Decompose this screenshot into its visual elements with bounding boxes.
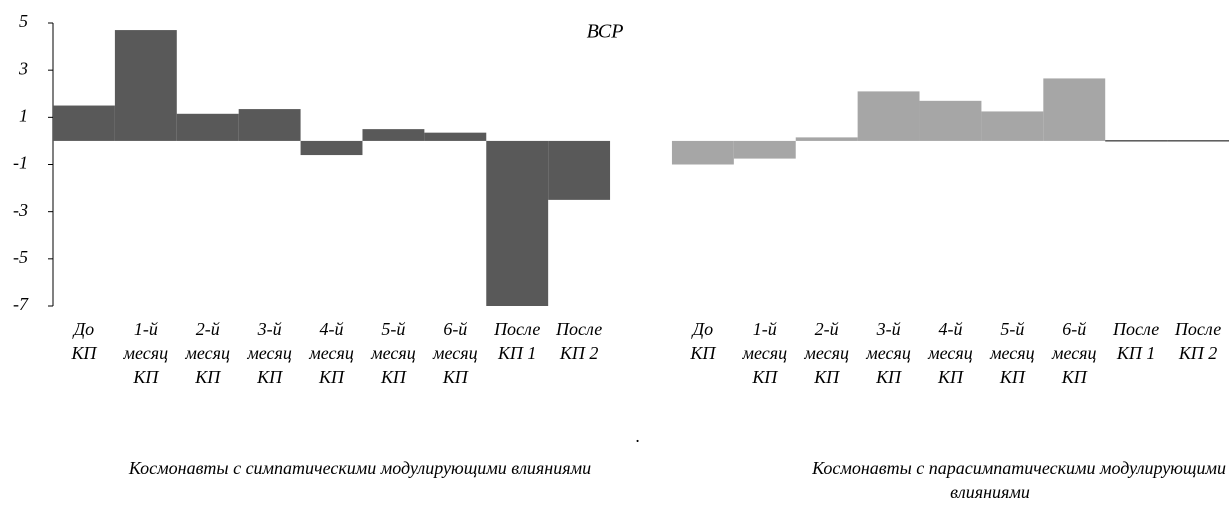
bar bbox=[733, 140, 796, 159]
x-tick-label: 4-й месяц КП bbox=[308, 319, 354, 387]
y-tick-label: -7 bbox=[13, 294, 29, 314]
x-tick-label: 6-й месяц КП bbox=[432, 319, 478, 387]
bar bbox=[486, 140, 549, 306]
bar bbox=[857, 91, 920, 141]
bar bbox=[53, 105, 115, 141]
bar bbox=[981, 111, 1044, 141]
y-tick-label: 1 bbox=[19, 105, 28, 125]
x-tick-label: 4-й месяц КП bbox=[927, 319, 973, 387]
bar bbox=[362, 129, 425, 141]
group-label: Космонавты с парасимпатическими модулиру… bbox=[811, 458, 1226, 502]
x-tick-label: 2-й месяц КП bbox=[803, 319, 849, 387]
group-label: Космонавты с симпатическими модулирующим… bbox=[128, 458, 591, 478]
x-tick-label: После КП 2 bbox=[1174, 319, 1221, 363]
x-tick-label: 3-й месяц КП bbox=[246, 319, 292, 387]
bar bbox=[795, 137, 858, 141]
y-tick-label: -5 bbox=[13, 247, 28, 267]
x-tick-label: 2-й месяц КП bbox=[184, 319, 230, 387]
bar bbox=[1043, 78, 1106, 141]
bar bbox=[548, 140, 611, 200]
x-tick-label: 1-й месяц КП bbox=[123, 319, 169, 387]
bar bbox=[424, 132, 487, 141]
chart-title: ВСР bbox=[587, 21, 624, 43]
bar bbox=[238, 109, 301, 141]
bar bbox=[114, 30, 177, 141]
bar bbox=[671, 140, 734, 165]
x-tick-label: После КП 2 bbox=[555, 319, 602, 363]
x-tick-label: 5-й месяц КП bbox=[370, 319, 416, 387]
x-tick-label: 5-й месяц КП bbox=[989, 319, 1035, 387]
x-tick-label: 6-й месяц КП bbox=[1051, 319, 1097, 387]
bar bbox=[300, 140, 363, 156]
y-tick-label: -1 bbox=[13, 153, 28, 173]
x-tick-label: До КП bbox=[70, 319, 97, 363]
y-tick-label: 3 bbox=[18, 58, 28, 78]
x-tick-label: До КП bbox=[689, 319, 716, 363]
x-tick-label: 3-й месяц КП bbox=[865, 319, 911, 387]
x-tick-label: После КП 1 bbox=[1112, 319, 1159, 363]
y-tick-label: 5 bbox=[19, 11, 28, 31]
y-tick-label: -3 bbox=[13, 200, 28, 220]
x-tick-label: 1-й месяц КП bbox=[741, 319, 787, 387]
x-tick-label: После КП 1 bbox=[493, 319, 540, 363]
bar bbox=[919, 100, 982, 141]
annotation: . bbox=[636, 426, 641, 446]
bar bbox=[176, 113, 239, 141]
